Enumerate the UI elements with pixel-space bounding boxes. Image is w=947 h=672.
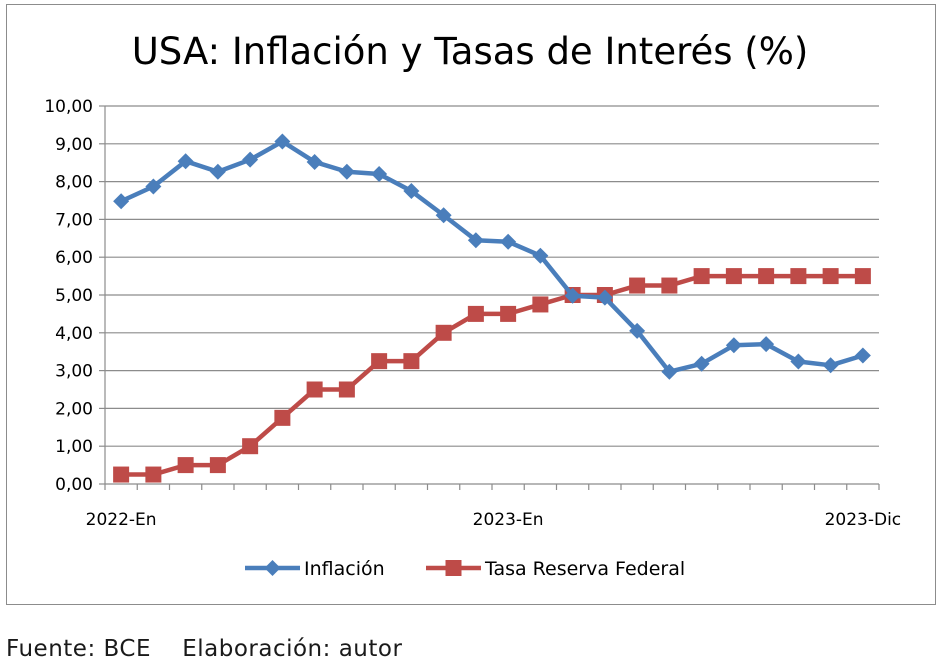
y-tick-label: 1,00 <box>55 437 93 457</box>
data-point-tasa-fed <box>274 409 291 426</box>
y-tick-label: 9,00 <box>55 135 93 155</box>
y-tick-label: 4,00 <box>55 324 93 344</box>
y-tick-label: 7,00 <box>55 210 93 230</box>
legend-marker-square <box>445 560 462 576</box>
data-point-inflacion <box>725 337 742 354</box>
data-point-inflacion <box>564 287 581 304</box>
data-point-inflacion <box>629 322 646 339</box>
data-point-tasa-fed <box>500 305 517 322</box>
data-point-tasa-fed <box>145 466 162 483</box>
data-point-inflacion <box>596 289 613 306</box>
y-tick-label: 10,00 <box>44 97 93 117</box>
data-point-inflacion <box>242 151 259 168</box>
legend-label: Inflación <box>304 558 385 580</box>
data-point-tasa-fed <box>403 353 420 370</box>
y-tick-label: 2,00 <box>55 399 93 419</box>
data-point-tasa-fed <box>242 438 259 455</box>
data-point-inflacion <box>790 353 807 370</box>
data-point-tasa-fed <box>661 277 678 294</box>
data-point-inflacion <box>274 133 291 150</box>
data-point-tasa-fed <box>338 381 355 398</box>
data-point-inflacion <box>403 183 420 200</box>
data-point-tasa-fed <box>725 268 742 285</box>
data-point-inflacion <box>467 232 484 249</box>
data-point-tasa-fed <box>693 268 710 285</box>
y-tick-label: 5,00 <box>55 286 93 306</box>
data-point-inflacion <box>113 193 130 210</box>
data-point-inflacion <box>145 178 162 195</box>
legend-marker-diamond <box>264 560 281 576</box>
x-tick-label: 2023-Dic <box>825 510 902 530</box>
data-point-tasa-fed <box>790 268 807 285</box>
data-point-tasa-fed <box>306 381 323 398</box>
data-point-inflacion <box>371 166 388 183</box>
legend-label: Tasa Reserva Federal <box>484 558 685 580</box>
source-note: Fuente: BCE Elaboración: autor <box>6 636 403 662</box>
data-point-inflacion <box>532 247 549 264</box>
data-point-inflacion <box>661 363 678 380</box>
data-point-tasa-fed <box>854 268 871 285</box>
data-point-tasa-fed <box>532 296 549 313</box>
data-point-inflacion <box>758 336 775 353</box>
data-point-inflacion <box>854 347 871 364</box>
data-point-inflacion <box>338 163 355 180</box>
data-point-tasa-fed <box>467 305 484 322</box>
y-tick-label: 0,00 <box>55 475 93 495</box>
chart-frame <box>6 4 936 605</box>
data-point-tasa-fed <box>822 268 839 285</box>
data-point-inflacion <box>693 355 710 372</box>
data-point-tasa-fed <box>209 457 226 474</box>
data-point-tasa-fed <box>629 277 646 294</box>
y-tick-label: 3,00 <box>55 362 93 382</box>
data-point-inflacion <box>209 163 226 180</box>
y-tick-label: 6,00 <box>55 248 93 268</box>
data-point-tasa-fed <box>371 353 388 370</box>
data-point-inflacion <box>306 153 323 170</box>
data-point-tasa-fed <box>758 268 775 285</box>
data-point-tasa-fed <box>435 324 452 341</box>
y-tick-label: 8,00 <box>55 173 93 193</box>
data-point-inflacion <box>822 357 839 374</box>
x-tick-label: 2022-En <box>86 510 157 530</box>
data-point-tasa-fed <box>177 457 194 474</box>
data-point-inflacion <box>435 207 452 224</box>
data-point-inflacion <box>177 153 194 170</box>
data-point-inflacion <box>500 233 517 250</box>
chart-title: USA: Inflación y Tasas de Interés (%) <box>132 30 809 73</box>
x-tick-label: 2023-En <box>473 510 544 530</box>
series-line-tasa-fed <box>121 273 863 477</box>
data-point-tasa-fed <box>113 466 130 483</box>
